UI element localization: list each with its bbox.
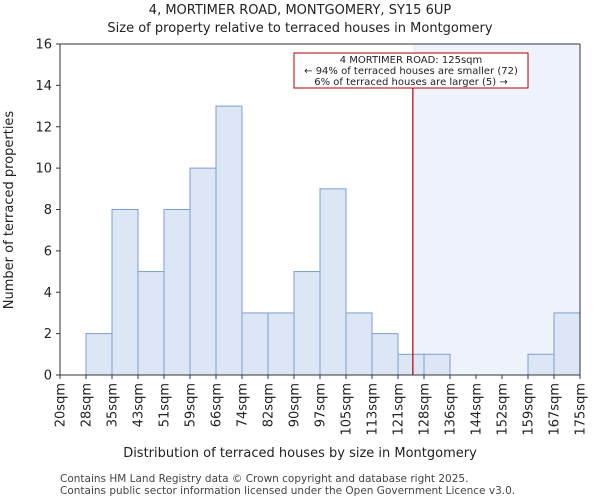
- footer-line-2: Contains public sector information licen…: [60, 485, 515, 497]
- bars: [85, 105, 581, 376]
- x-tick-label: 82sqm: [262, 383, 277, 427]
- bar-35sqm: [111, 209, 139, 376]
- x-tick-label: 105sqm: [340, 383, 355, 436]
- bar-105sqm: [345, 312, 373, 376]
- x-tick-label: 66sqm: [210, 383, 225, 427]
- x-tick-label: 59sqm: [184, 383, 199, 427]
- x-tick-label: 175sqm: [574, 383, 589, 436]
- y-tick-label: 8: [44, 203, 52, 218]
- annotation-box: 4 MORTIMER ROAD: 125sqm ← 94% of terrace…: [293, 52, 529, 89]
- x-tick-label: 121sqm: [392, 383, 407, 436]
- x-tick-label: 51sqm: [158, 383, 173, 427]
- bar-43sqm: [137, 271, 165, 376]
- bar-66sqm: [215, 105, 243, 376]
- y-tick-label: 6: [44, 244, 52, 259]
- y-tick-label: 2: [44, 327, 52, 342]
- bar-82sqm: [267, 312, 295, 376]
- annotation-smaller: ← 94% of terraced houses are smaller (72…: [304, 66, 518, 77]
- x-tick-label: 128sqm: [418, 383, 433, 436]
- y-tick-label: 12: [35, 120, 52, 135]
- x-tick-label: 74sqm: [236, 383, 251, 427]
- y-tick-label: 16: [35, 38, 52, 53]
- x-tick-label: 136sqm: [444, 383, 459, 436]
- bar-59sqm: [189, 167, 217, 376]
- x-tick-label: 20sqm: [54, 383, 69, 427]
- annotation-border: [293, 52, 529, 89]
- bar-159sqm: [527, 353, 555, 376]
- bar-128sqm: [423, 353, 451, 376]
- bar-74sqm: [241, 312, 269, 376]
- bar-121sqm: [397, 353, 425, 376]
- y-tick-label: 0: [44, 369, 52, 384]
- x-tick-label: 144sqm: [470, 383, 485, 436]
- x-tick-label: 159sqm: [522, 383, 537, 436]
- bar-90sqm: [293, 271, 321, 376]
- x-tick-label: 152sqm: [496, 383, 511, 436]
- x-tick-label: 28sqm: [80, 383, 95, 427]
- chart-subtitle: Size of property relative to terraced ho…: [107, 21, 492, 36]
- x-axis-label: Distribution of terraced houses by size …: [123, 446, 477, 461]
- annotation-larger: 6% of terraced houses are larger (5) →: [314, 77, 508, 88]
- y-tick-label: 10: [35, 162, 52, 177]
- x-tick-label: 35sqm: [106, 383, 121, 427]
- x-tick-label: 167sqm: [548, 383, 563, 436]
- annotation-title: 4 MORTIMER ROAD: 125sqm: [340, 55, 483, 66]
- bar-51sqm: [163, 209, 191, 376]
- x-tick-label: 43sqm: [132, 383, 147, 427]
- x-axis: 20sqm 28sqm 35sqm 43sqm 51sqm 59sqm 66sqm 74sqm…: [54, 374, 589, 436]
- bar-28sqm: [85, 333, 113, 376]
- x-tick-label: 97sqm: [314, 383, 329, 427]
- bar-113sqm: [371, 333, 399, 376]
- y-tick-label: 14: [35, 79, 52, 94]
- bar-97sqm: [319, 188, 347, 376]
- y-axis-label: Number of terraced properties: [2, 111, 17, 310]
- larger-region-shade: [412, 44, 580, 375]
- chart-title: 4, MORTIMER ROAD, MONTGOMERY, SY15 6UP: [149, 3, 452, 18]
- bar-167sqm: [553, 312, 581, 376]
- y-tick-label: 4: [44, 286, 52, 301]
- footer-line-1: Contains HM Land Registry data © Crown c…: [60, 473, 468, 485]
- x-tick-label: 90sqm: [288, 383, 303, 427]
- x-tick-label: 113sqm: [366, 383, 381, 436]
- y-axis: 0 2 4 6 8 10 12 14 16: [35, 38, 581, 384]
